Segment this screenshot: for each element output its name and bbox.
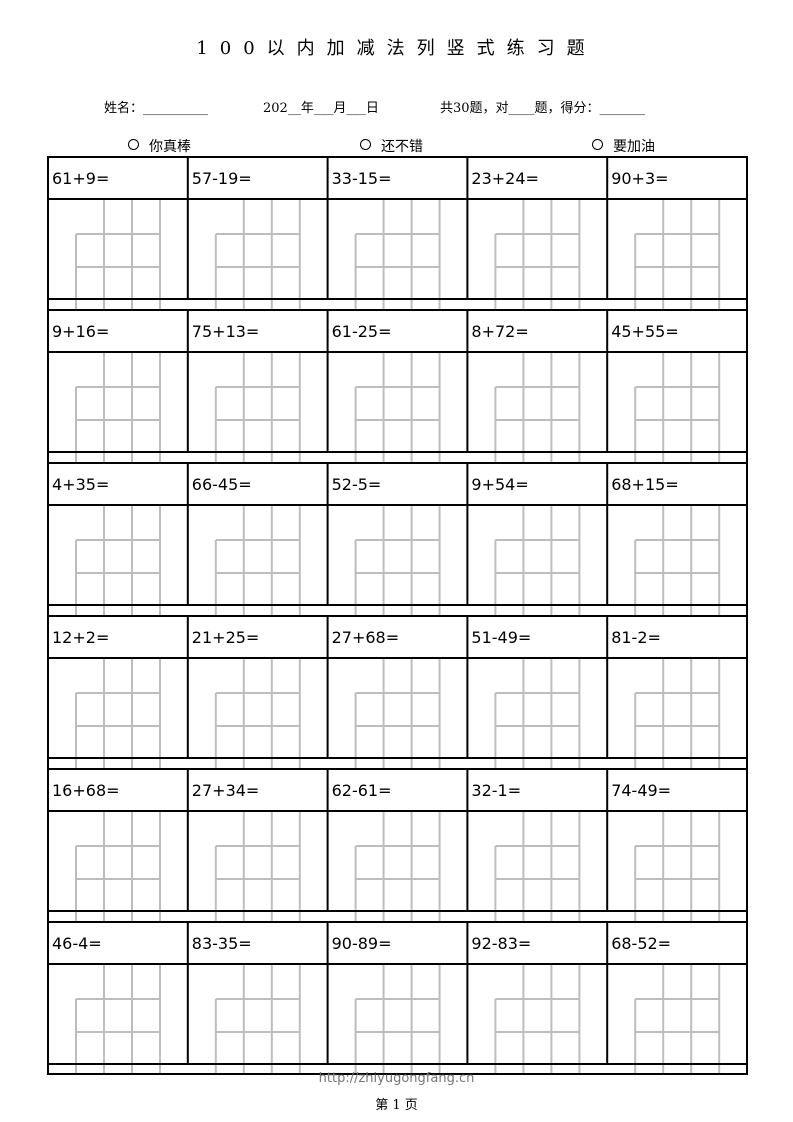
- problem-text: 32-1=: [471, 781, 522, 800]
- problem-text: 61-25=: [331, 322, 392, 341]
- problem-text: 68-52=: [611, 934, 672, 953]
- problem-text: 8+72=: [471, 322, 529, 341]
- problem-text: 23+24=: [471, 169, 539, 188]
- problem-text: 66-45=: [191, 475, 252, 494]
- page-number: 第 1 页: [375, 1098, 418, 1113]
- name-blank: __________: [143, 101, 209, 116]
- rating-try-harder: 要加油: [592, 136, 655, 156]
- circle-icon: [360, 139, 371, 150]
- rating-label: 还不错: [381, 139, 423, 155]
- rating-good: 还不错: [360, 136, 423, 156]
- problem-text: 51-49=: [471, 628, 532, 647]
- footer-url: http://zhiyugongfang.cn: [318, 1071, 475, 1086]
- problem-text: 81-2=: [611, 628, 661, 647]
- problem-text: 90+3=: [611, 169, 669, 188]
- date-field: 202__年___月___日: [263, 101, 379, 116]
- problem-text: 12+2=: [52, 628, 110, 647]
- problem-text: 74-49=: [611, 781, 672, 800]
- problem-text: 90-89=: [331, 934, 392, 953]
- problem-text: 21+25=: [191, 628, 260, 647]
- problem-text: 45+55=: [611, 322, 679, 341]
- name-label-text: 姓名：: [104, 101, 144, 116]
- circle-icon: [128, 139, 139, 150]
- problem-text: 46-4=: [52, 934, 102, 953]
- problem-text: 4+35=: [52, 475, 110, 494]
- problem-text: 83-35=: [191, 934, 252, 953]
- problem-text: 61+9=: [52, 169, 110, 188]
- problem-text: 33-15=: [331, 169, 392, 188]
- score-summary: 共30题，对____题，得分：_______: [440, 101, 646, 116]
- problem-text: 27+34=: [191, 781, 260, 800]
- name-label: 姓名：__________: [104, 97, 208, 116]
- rating-label: 要加油: [613, 139, 655, 155]
- problem-text: 52-5=: [331, 475, 382, 494]
- rating-label: 你真棒: [149, 139, 191, 155]
- rating-great: 你真棒: [128, 136, 191, 156]
- page-title: 100以内加减法列竖式练习题: [196, 38, 597, 59]
- problem-text: 68+15=: [611, 475, 679, 494]
- problem-text: 57-19=: [191, 169, 252, 188]
- problem-text: 9+54=: [471, 475, 529, 494]
- circle-icon: [592, 139, 603, 150]
- problem-text: 16+68=: [52, 781, 120, 800]
- problem-text: 9+16=: [52, 322, 110, 341]
- problem-text: 75+13=: [191, 322, 260, 341]
- problem-text: 62-61=: [331, 781, 392, 800]
- problem-text: 27+68=: [331, 628, 400, 647]
- problem-text: 92-83=: [471, 934, 532, 953]
